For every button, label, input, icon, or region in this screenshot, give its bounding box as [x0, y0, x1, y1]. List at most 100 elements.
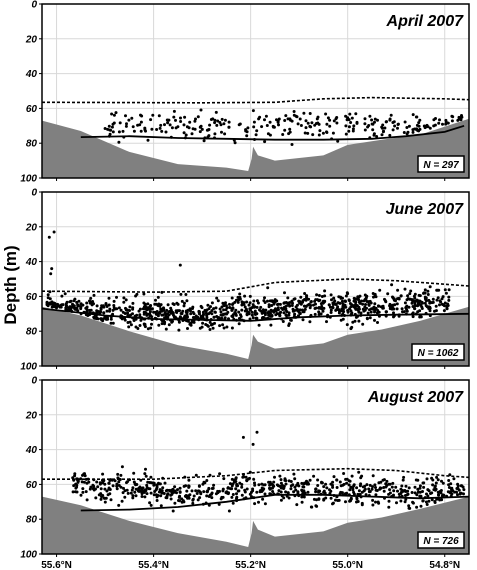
- data-point: [131, 486, 135, 490]
- data-point: [446, 121, 450, 125]
- thermocline-dashed-line: [42, 96, 469, 104]
- data-point: [230, 487, 234, 491]
- data-point: [144, 307, 148, 311]
- data-point: [140, 490, 144, 494]
- data-point: [240, 485, 244, 489]
- y-tick-label: 0: [31, 376, 37, 387]
- data-point: [291, 307, 295, 311]
- x-tick-label: 55.4°N: [138, 560, 169, 570]
- data-point: [157, 302, 161, 306]
- data-point: [425, 503, 429, 506]
- data-point: [440, 479, 443, 483]
- panel-title: April 2007: [386, 13, 465, 30]
- data-point: [332, 296, 336, 300]
- data-point: [248, 294, 252, 298]
- data-point: [360, 299, 363, 303]
- data-point: [75, 307, 79, 310]
- data-point: [374, 493, 378, 497]
- data-point: [277, 117, 281, 121]
- data-point: [444, 118, 448, 122]
- data-point: [158, 126, 162, 130]
- data-point: [103, 496, 107, 500]
- data-point: [266, 132, 270, 136]
- data-point: [49, 272, 53, 276]
- data-point: [352, 124, 356, 128]
- data-point: [368, 299, 372, 303]
- data-point: [191, 316, 195, 319]
- data-point: [255, 312, 259, 316]
- data-point: [45, 302, 49, 306]
- data-point: [267, 305, 271, 309]
- data-point: [331, 480, 335, 484]
- data-point: [293, 312, 297, 316]
- data-point: [111, 130, 115, 134]
- data-point: [85, 301, 89, 305]
- data-point: [194, 117, 197, 121]
- data-point: [406, 492, 410, 496]
- data-point: [303, 304, 307, 308]
- data-point: [208, 320, 212, 324]
- data-point: [263, 118, 266, 122]
- data-point: [303, 292, 307, 295]
- data-point: [199, 108, 203, 112]
- data-point: [124, 114, 127, 118]
- data-point: [187, 496, 191, 500]
- data-point: [348, 112, 352, 116]
- data-point: [332, 119, 336, 123]
- data-point: [230, 314, 234, 318]
- data-point: [109, 321, 113, 325]
- x-tick-label: 55.6°N: [41, 560, 72, 570]
- data-point: [347, 483, 351, 487]
- data-point: [176, 302, 180, 306]
- data-point: [148, 310, 152, 314]
- data-point: [155, 128, 159, 131]
- data-point: [431, 478, 435, 482]
- data-point: [85, 498, 89, 502]
- data-point: [300, 495, 304, 499]
- data-point: [126, 491, 130, 495]
- data-point: [401, 310, 404, 314]
- data-point: [294, 488, 298, 492]
- data-point: [314, 504, 318, 508]
- data-point: [219, 123, 223, 127]
- data-point: [132, 471, 136, 475]
- data-point: [222, 477, 226, 481]
- data-point: [146, 327, 150, 331]
- data-point: [79, 305, 82, 308]
- data-point: [122, 486, 125, 490]
- data-point: [341, 302, 345, 306]
- data-point: [189, 312, 193, 316]
- data-point: [56, 304, 59, 308]
- data-point: [207, 307, 211, 311]
- data-point: [114, 111, 118, 115]
- data-point: [399, 487, 403, 491]
- data-point: [437, 121, 441, 125]
- data-point: [127, 325, 131, 329]
- data-point: [245, 312, 249, 316]
- data-point: [118, 121, 122, 125]
- data-point: [286, 117, 290, 121]
- data-point: [237, 322, 241, 326]
- data-point: [344, 300, 347, 303]
- data-point: [187, 478, 191, 482]
- data-point: [103, 127, 107, 130]
- data-point: [123, 489, 127, 493]
- data-point: [205, 315, 209, 319]
- data-point: [211, 326, 215, 330]
- data-point: [226, 492, 230, 496]
- data-point: [144, 467, 147, 471]
- data-point: [253, 481, 256, 485]
- data-point: [190, 489, 194, 493]
- data-point: [372, 133, 376, 137]
- halocline-solid-line: [80, 124, 465, 141]
- data-point: [81, 490, 85, 494]
- data-point: [447, 298, 451, 302]
- data-point: [428, 309, 432, 313]
- data-point: [199, 304, 203, 308]
- data-point: [447, 288, 451, 292]
- data-point: [132, 129, 136, 133]
- data-point: [207, 134, 211, 138]
- data-point: [196, 489, 200, 493]
- data-point: [134, 494, 138, 498]
- data-point: [129, 491, 133, 495]
